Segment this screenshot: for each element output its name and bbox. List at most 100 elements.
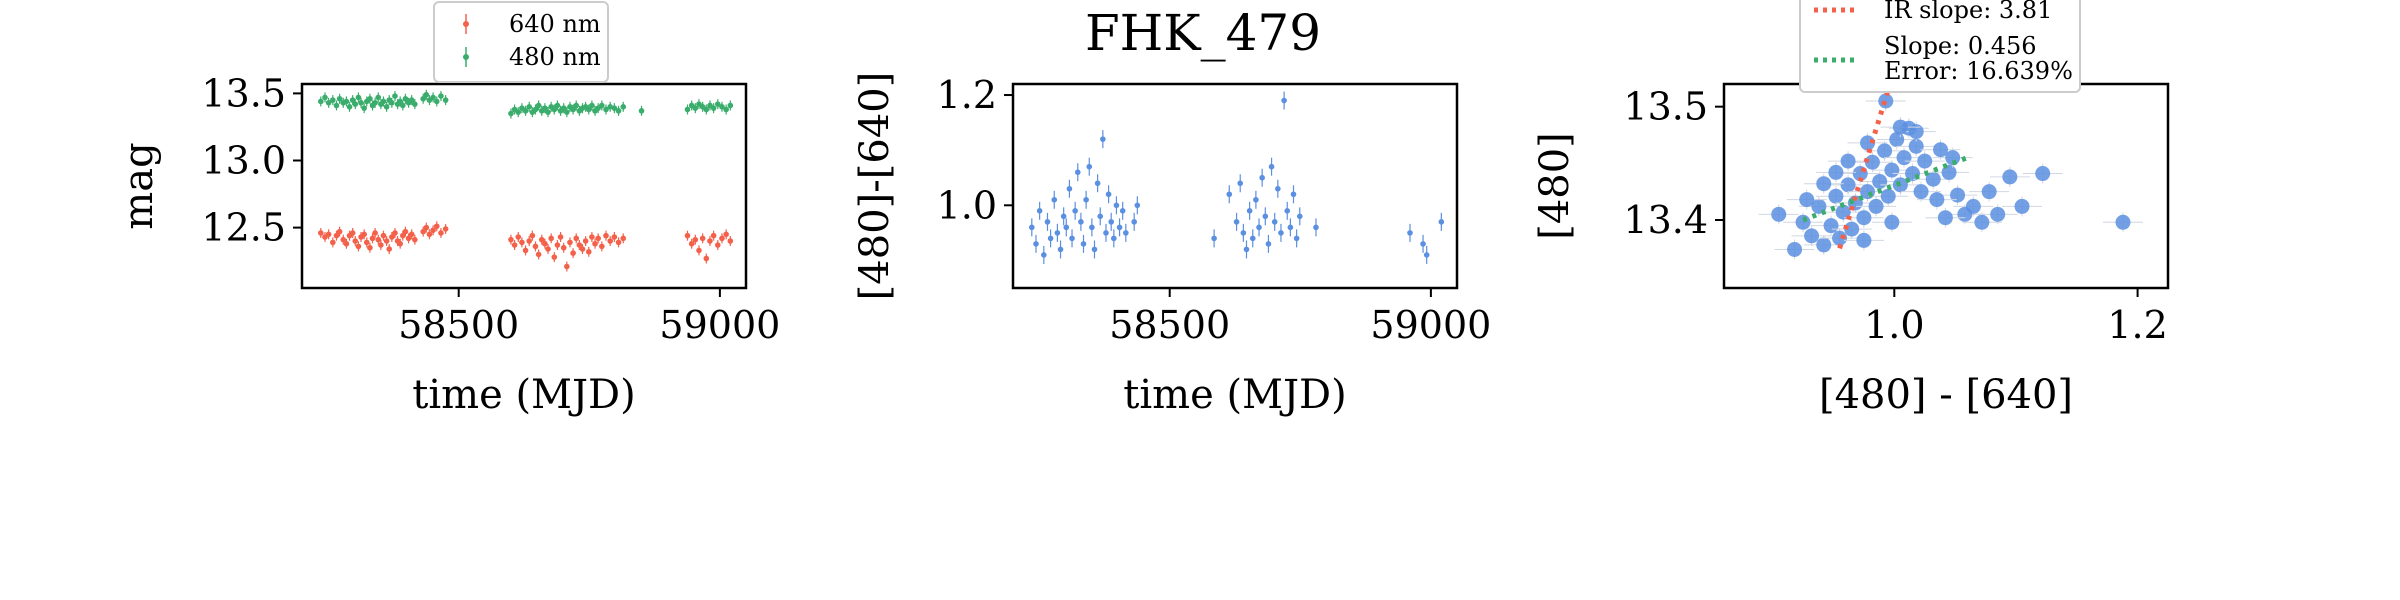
data-point	[538, 236, 545, 243]
data-point	[1787, 241, 1803, 257]
light-curve-marks	[318, 89, 734, 272]
data-point	[1771, 206, 1787, 222]
data-point	[1249, 235, 1256, 242]
data-point	[1233, 219, 1240, 225]
data-point	[1086, 163, 1093, 170]
data-point	[1078, 219, 1084, 225]
data-point	[560, 244, 567, 251]
data-point	[405, 235, 412, 242]
data-point	[611, 234, 618, 240]
data-point	[599, 243, 605, 250]
data-point	[1047, 235, 1054, 242]
legend-marker-480nm	[463, 47, 469, 67]
data-point	[714, 242, 721, 248]
data-point	[703, 255, 710, 262]
data-point	[696, 247, 702, 254]
data-point	[719, 235, 725, 242]
x-tick-label: 59000	[1370, 303, 1491, 347]
data-point	[508, 236, 514, 243]
legend-label-ir-slope: IR slope: 3.81	[1884, 0, 2052, 24]
data-point	[333, 102, 340, 109]
data-point	[361, 231, 367, 238]
data-point	[551, 254, 558, 260]
data-point	[1268, 163, 1275, 170]
data-point	[567, 239, 573, 246]
data-point	[611, 105, 618, 111]
data-point	[349, 97, 356, 103]
data-point	[1105, 191, 1112, 198]
data-point	[1119, 208, 1126, 214]
data-point	[1844, 221, 1860, 237]
data-point	[1840, 153, 1856, 169]
data-point	[727, 102, 734, 109]
data-point	[1278, 230, 1284, 236]
data-point	[336, 95, 343, 102]
data-point	[1908, 138, 1924, 154]
data-point	[1091, 246, 1098, 253]
data-point	[1033, 241, 1039, 247]
legend-label-slope: Slope: 0.456	[1884, 32, 2037, 60]
y-tick-label: 13.0	[201, 139, 286, 183]
data-point	[1036, 208, 1043, 214]
data-point	[1123, 230, 1129, 236]
data-point	[343, 240, 350, 247]
data-point	[363, 239, 370, 246]
data-point	[343, 98, 350, 105]
data-point	[1864, 154, 1880, 170]
data-point	[592, 240, 598, 247]
y-tick-label: 1.0	[937, 183, 997, 227]
data-point	[519, 239, 525, 246]
data-point	[389, 234, 395, 240]
data-point	[1856, 232, 1872, 248]
data-point	[330, 239, 336, 246]
data-point	[1074, 169, 1081, 176]
data-point	[325, 231, 332, 238]
data-point	[358, 99, 364, 106]
data-point	[1799, 192, 1815, 208]
data-point	[408, 231, 415, 238]
data-point	[585, 248, 592, 255]
data-point	[400, 232, 406, 239]
color-magnitude-x-axis-label: [480] - [640]	[1819, 372, 2073, 418]
data-point	[1945, 150, 1961, 166]
x-tick-label: 58500	[398, 303, 519, 347]
data-point	[551, 106, 558, 113]
data-point	[692, 105, 699, 111]
data-point	[412, 236, 418, 243]
data-point	[526, 238, 533, 244]
data-point	[545, 246, 551, 252]
data-point	[1878, 93, 1894, 109]
data-point	[515, 234, 522, 240]
data-point	[710, 232, 717, 239]
x-tick-label: 59000	[659, 303, 780, 347]
data-point	[511, 242, 518, 248]
data-point	[433, 223, 440, 230]
data-point	[557, 234, 564, 240]
color-magnitude-fit-lines	[1802, 88, 1969, 250]
data-point	[707, 238, 713, 244]
data-point	[564, 109, 570, 115]
data-point	[522, 108, 529, 114]
data-point	[397, 240, 404, 247]
data-point	[352, 101, 359, 107]
color-curve-x-axis-label: time (MJD)	[1123, 372, 1346, 418]
data-point	[1925, 171, 1941, 187]
color-curve-marks	[1029, 91, 1445, 264]
data-point	[369, 235, 376, 242]
data-point	[703, 106, 710, 113]
data-point	[1937, 210, 1953, 226]
data-point	[1100, 136, 1106, 142]
data-point	[620, 104, 627, 110]
data-point	[340, 236, 347, 243]
data-point	[1990, 206, 2006, 222]
y-tick-label: 13.4	[1623, 198, 1708, 242]
data-point	[564, 263, 570, 270]
data-point	[585, 106, 592, 113]
color-curve-x-ticks: 58500 59000	[1109, 288, 1491, 347]
data-point	[570, 106, 576, 113]
data-point	[723, 231, 729, 238]
data-point	[542, 240, 548, 247]
data-point	[1211, 235, 1217, 242]
data-point	[386, 246, 393, 252]
